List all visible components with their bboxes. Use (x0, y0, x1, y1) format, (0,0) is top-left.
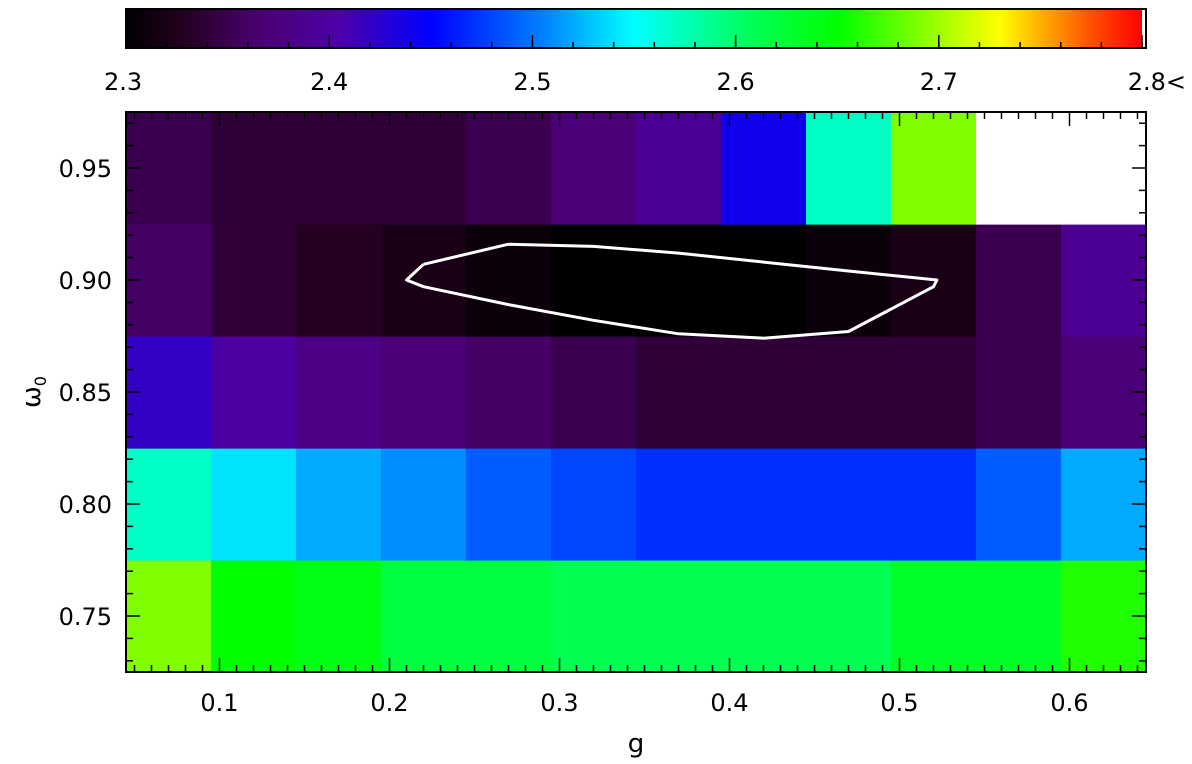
x-tick-label: 0.5 (880, 689, 918, 717)
heatmap-cell (381, 336, 467, 449)
heatmap-cell (211, 112, 297, 225)
x-axis-label: g (628, 729, 645, 759)
heatmap-cell (806, 336, 892, 449)
heatmap-cell (976, 336, 1062, 449)
heatmap-cell (551, 336, 637, 449)
heatmap-cell (296, 448, 382, 561)
heatmap-cells (126, 112, 1147, 673)
heatmap-cell (466, 560, 552, 673)
heatmap-cell (891, 560, 977, 673)
heatmap-cell (211, 224, 297, 337)
y-tick-label: 0.95 (59, 155, 112, 183)
heatmap-cell (296, 112, 382, 225)
heatmap-cell (976, 224, 1062, 337)
heatmap-cell (891, 112, 977, 225)
heatmap-cell (806, 560, 892, 673)
heatmap-cell (721, 112, 807, 225)
heatmap-cell (126, 448, 212, 561)
heatmap-cell (126, 112, 212, 225)
heatmap-cell (636, 224, 722, 337)
heatmap-cell (806, 448, 892, 561)
heatmap-cell (806, 112, 892, 225)
heatmap-cell (721, 448, 807, 561)
heatmap-cell (551, 448, 637, 561)
heatmap-cell (636, 560, 722, 673)
heatmap-cell (381, 112, 467, 225)
colorbar-tick-label: 2.6 (717, 68, 755, 96)
heatmap-cell (296, 336, 382, 449)
heatmap-cell (466, 224, 552, 337)
heatmap-cell (381, 560, 467, 673)
heatmap-cell (891, 448, 977, 561)
plot-axes: 0.1 0.2 0.3 0.4 0.5 0.6 0.75 0.80 0.85 0.90 0.95 (59, 111, 1147, 717)
heatmap-cell (976, 448, 1062, 561)
x-tick-label: 0.3 (540, 689, 578, 717)
colorbar-frame (125, 8, 1147, 49)
heatmap-cell (636, 336, 722, 449)
heatmap-cell (466, 112, 552, 225)
colorbar-ticks: 2.3 2.4 2.5 2.6 2.7 2.8< (104, 35, 1186, 96)
heatmap-cell (126, 560, 212, 673)
colorbar-tick-label: 2.3 (104, 68, 142, 96)
colorbar-gradient (126, 9, 1142, 48)
heatmap-cell (211, 336, 297, 449)
heatmap-cell (891, 336, 977, 449)
y-axis-ticks: 0.75 0.80 0.85 0.90 0.95 (59, 122, 1146, 662)
colorbar-tick-label: 2.5 (513, 68, 551, 96)
heatmap-cell (636, 448, 722, 561)
heatmap-cell (381, 448, 467, 561)
heatmap-cell (466, 448, 552, 561)
y-axis-label-subscript: 0 (31, 376, 50, 386)
contour-line (405, 242, 939, 340)
x-tick-label: 0.2 (370, 689, 408, 717)
heatmap-cell (296, 224, 382, 337)
colorbar-tick-label: 2.8< (1128, 68, 1186, 96)
heatmap-cell (126, 336, 212, 449)
x-tick-label: 0.4 (710, 689, 748, 717)
y-axis-label: ω0 (17, 376, 50, 408)
y-tick-label: 0.90 (59, 267, 112, 295)
y-tick-label: 0.75 (59, 603, 112, 631)
colorbar-tick-label: 2.4 (310, 68, 348, 96)
y-tick-label: 0.80 (59, 491, 112, 519)
heatmap-cell (551, 112, 637, 225)
x-axis-ticks: 0.1 0.2 0.3 0.4 0.5 0.6 (133, 112, 1139, 717)
heatmap-cell (296, 560, 382, 673)
heatmap-cell (126, 224, 212, 337)
heatmap-cell (381, 224, 467, 337)
x-tick-label: 0.6 (1050, 689, 1088, 717)
heatmap-cell (551, 224, 637, 337)
heatmap-cell (466, 336, 552, 449)
colorbar-overflow (1142, 9, 1146, 48)
heatmap-cell (806, 224, 892, 337)
colorbar-tick-label: 2.7 (920, 68, 958, 96)
heatmap-cell (636, 112, 722, 225)
heatmap-cell (721, 224, 807, 337)
heatmap-cell (551, 560, 637, 673)
heatmap-cell (211, 560, 297, 673)
heatmap-cell (721, 336, 807, 449)
heatmap-cell (721, 560, 807, 673)
x-tick-label: 0.1 (200, 689, 238, 717)
heatmap-cell (976, 560, 1062, 673)
colorbar: 2.3 2.4 2.5 2.6 2.7 2.8< (104, 8, 1186, 96)
heatmap-cell (211, 448, 297, 561)
heatmap-cell (976, 112, 1062, 225)
y-tick-label: 0.85 (59, 379, 112, 407)
